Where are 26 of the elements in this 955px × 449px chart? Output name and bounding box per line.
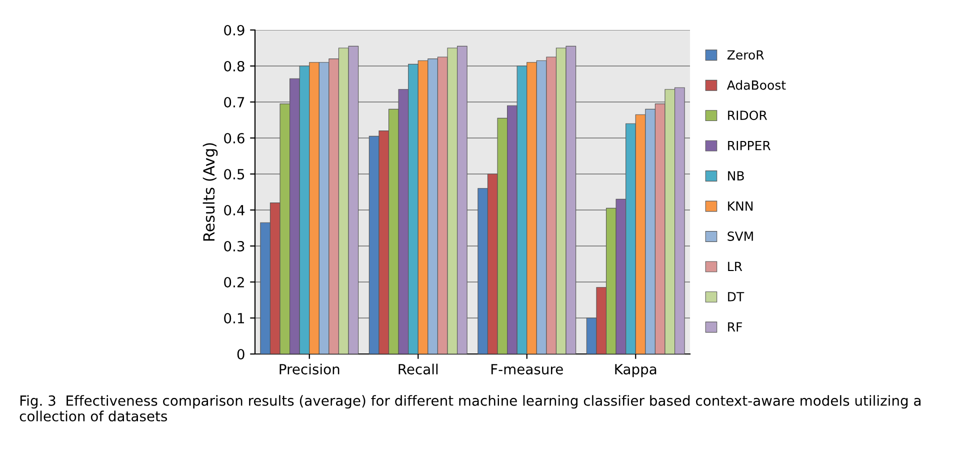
legend-label: RIPPER	[728, 141, 771, 150]
x-tick-label: Precision	[280, 364, 340, 374]
legend-label: RF	[728, 322, 742, 332]
x-tick-label: Recall	[398, 364, 438, 374]
legend-label: LR	[728, 262, 742, 272]
x-tick-label: F-measure	[491, 364, 563, 374]
y-tick-label: 0.8	[224, 60, 244, 72]
y-tick-label: 0	[237, 348, 244, 360]
y-tick-label: 0.4	[224, 204, 244, 216]
legend-label: NB	[728, 171, 744, 180]
y-tick-label: 0.5	[224, 168, 244, 180]
y-axis-title: Results (Avg)	[202, 143, 218, 241]
y-tick-label: 0.6	[224, 132, 244, 144]
y-tick-label: 0.7	[224, 96, 244, 108]
legend-label: SVM	[728, 232, 753, 241]
y-tick-label: 0.1	[224, 312, 244, 324]
y-tick-label: 0.9	[224, 24, 244, 36]
legend-label: KNN	[728, 201, 753, 211]
legend-label: DT	[728, 292, 744, 302]
legend-label: RIDOR	[728, 110, 768, 120]
legend-label: ZeroR	[727, 50, 764, 60]
y-tick-label: 0.2	[224, 276, 244, 288]
caption: Fig. 3 Effectiveness comparison results (average) for different machine learning classifier based context-aware models utilizing a collection of datasets	[20, 395, 920, 422]
legend-label: AdaBoost	[726, 80, 786, 90]
y-tick-label: 0.3	[224, 240, 244, 252]
x-tick-label: Kappa	[615, 364, 656, 378]
